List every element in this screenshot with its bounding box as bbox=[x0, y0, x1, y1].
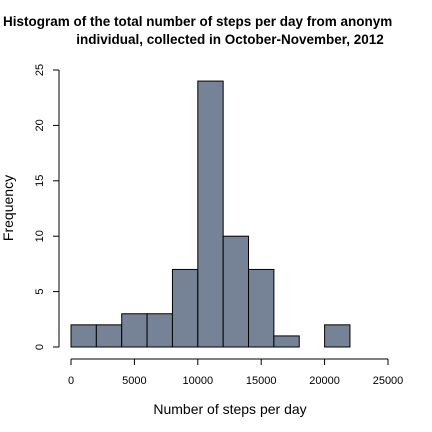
y-tick-label: 0 bbox=[34, 344, 46, 350]
histogram-bar bbox=[70, 324, 97, 348]
histogram-bar bbox=[146, 313, 173, 348]
histogram-bars bbox=[70, 80, 351, 348]
x-axis-label: Number of steps per day bbox=[153, 401, 306, 417]
x-axis: 0 5000 10000 15000 20000 25000 bbox=[68, 358, 404, 387]
y-tick-label: 15 bbox=[34, 175, 46, 187]
y-tick-label: 10 bbox=[34, 230, 46, 242]
histogram-bar bbox=[324, 324, 351, 348]
histogram-bar bbox=[95, 324, 123, 348]
histogram-bar bbox=[171, 268, 199, 348]
x-tick-label: 5000 bbox=[122, 375, 146, 387]
y-tick-label: 20 bbox=[34, 119, 46, 131]
y-tick-label: 25 bbox=[34, 64, 46, 76]
x-tick-label: 0 bbox=[68, 375, 74, 387]
x-tick-label: 25000 bbox=[373, 375, 404, 387]
histogram-bar bbox=[273, 335, 300, 348]
x-tick-label: 15000 bbox=[246, 375, 277, 387]
chart-title-line-1: Histogram of the total number of steps p… bbox=[3, 14, 392, 29]
y-tick-label: 5 bbox=[34, 289, 46, 295]
histogram-bar bbox=[197, 80, 224, 348]
y-axis-label: Frequency bbox=[0, 175, 16, 241]
chart-title: Histogram of the total number of steps p… bbox=[3, 14, 392, 47]
y-axis: 0 5 10 15 20 25 bbox=[34, 64, 60, 350]
histogram-bar bbox=[248, 268, 275, 348]
histogram-bar bbox=[121, 313, 148, 348]
chart-title-line-2: individual, collected in October-Novembe… bbox=[76, 32, 384, 47]
x-tick-label: 20000 bbox=[309, 375, 340, 387]
histogram-bar bbox=[222, 235, 250, 348]
x-tick-label: 10000 bbox=[183, 375, 214, 387]
